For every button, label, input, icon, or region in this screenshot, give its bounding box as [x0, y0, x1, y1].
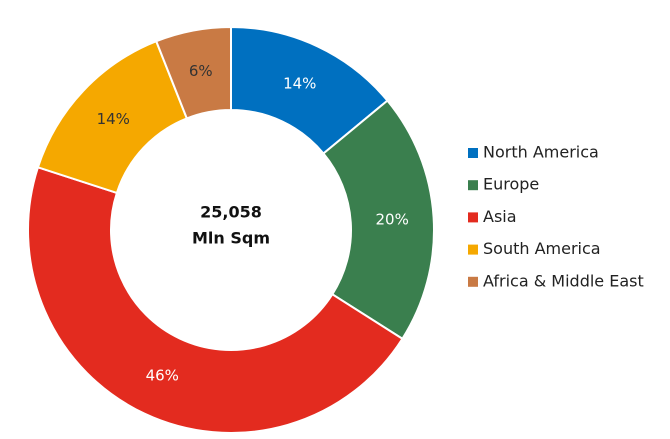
- donut-slice: [322, 99, 435, 341]
- center-total: 25,058: [200, 203, 262, 222]
- data-label: 6%: [189, 62, 213, 80]
- legend-label: South America: [483, 239, 601, 258]
- legend-label: North America: [483, 143, 599, 162]
- donut-slice: [27, 166, 404, 434]
- center-unit: Mln Sqm: [192, 229, 270, 248]
- legend-swatch: [468, 244, 478, 255]
- legend-label: Europe: [483, 175, 539, 194]
- legend-label: Asia: [483, 207, 517, 226]
- data-label: 46%: [146, 367, 179, 385]
- legend-swatch: [468, 180, 478, 191]
- donut-slice: [154, 25, 232, 120]
- data-label: 14%: [97, 110, 130, 128]
- legend-swatch: [468, 148, 478, 158]
- legend-swatch: [468, 212, 478, 223]
- legend-swatch: [468, 276, 478, 287]
- data-label: 14%: [283, 74, 316, 92]
- legend-label: Africa & Middle East: [483, 271, 644, 290]
- data-label: 20%: [376, 210, 409, 228]
